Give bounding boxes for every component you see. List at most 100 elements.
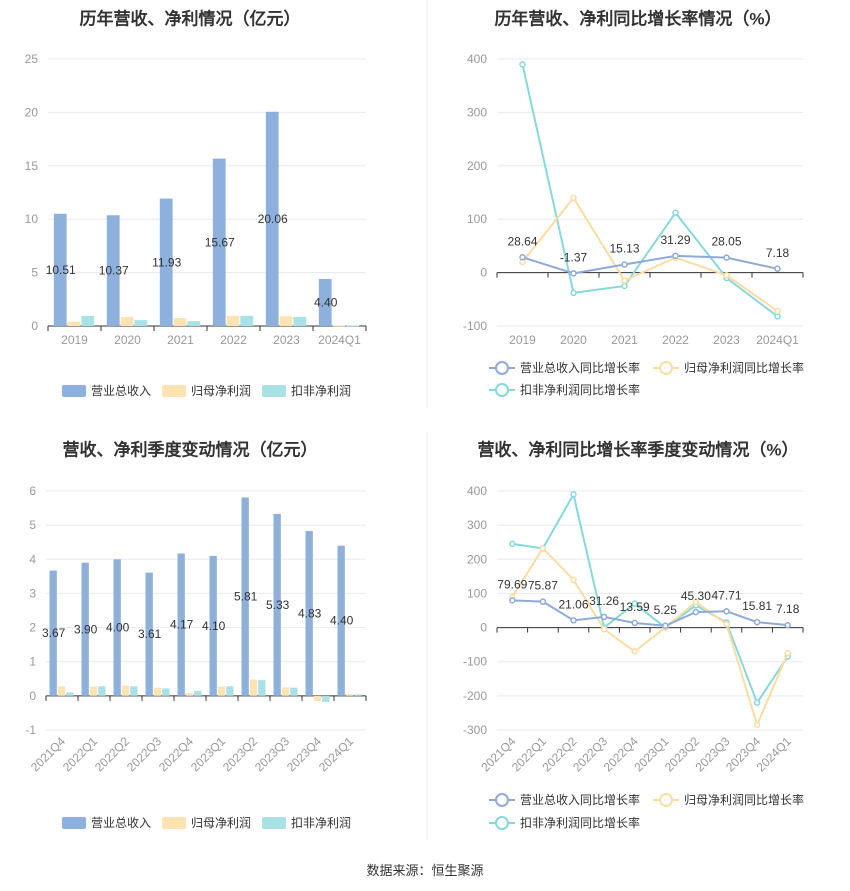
bar <box>53 213 67 326</box>
bar <box>345 694 354 696</box>
bar <box>249 679 258 696</box>
legend-marker <box>495 361 509 375</box>
data-label: 5.25 <box>654 603 678 617</box>
data-label: 21.06 <box>558 597 588 611</box>
x-tick-label: 2024Q1 <box>316 734 356 774</box>
bar <box>66 692 74 696</box>
data-label: 4.00 <box>106 621 130 635</box>
data-point <box>774 265 781 273</box>
legend-label: 归母净利润同比增长率 <box>684 360 804 375</box>
y-tick-label: 0 <box>31 319 38 333</box>
legend-label: 归母净利润 <box>191 384 251 398</box>
legend-label: 归母净利润同比增长率 <box>684 792 804 807</box>
data-point <box>723 608 730 615</box>
x-tick-label: 2023 <box>273 333 300 347</box>
legend-swatch <box>62 385 86 397</box>
bar <box>67 321 81 326</box>
y-tick-label: 6 <box>29 484 36 498</box>
chart-title: 历年营收、净利情况（亿元） <box>80 8 301 28</box>
y-tick-label: 200 <box>467 552 487 566</box>
data-label: 13.59 <box>620 600 650 614</box>
y-tick-label: 100 <box>467 212 487 226</box>
chart-annual-amounts: 历年营收、净利情况（亿元） 0 5 10 15 20 25 2019 2020 2021 2022 2… <box>25 8 367 398</box>
x-tick-label: 2023 <box>713 333 740 347</box>
legend-swatch <box>162 817 186 829</box>
legend-label: 扣非净利润 <box>291 816 351 830</box>
y-tick-label: 15 <box>25 159 39 173</box>
data-point <box>784 621 791 629</box>
bar <box>177 553 185 696</box>
data-point <box>509 540 516 548</box>
legend-label: 营业总收入同比增长率 <box>520 792 640 807</box>
legend-label: 扣非净利润同比增长率 <box>520 382 640 397</box>
legend-label: 营业总收入同比增长率 <box>520 360 640 375</box>
x-tick-label: 2021Q4 <box>28 734 68 774</box>
x-tick-label: 2020 <box>560 333 587 347</box>
data-label: 47.71 <box>711 588 741 602</box>
bar <box>281 687 290 696</box>
bar <box>130 686 138 696</box>
y-tick-label: 0 <box>480 621 487 635</box>
data-point <box>753 618 761 626</box>
y-tick-label: 0 <box>29 689 36 703</box>
bar <box>185 693 194 696</box>
bar <box>187 321 201 326</box>
data-label: 7.18 <box>766 246 790 260</box>
bar <box>258 680 266 696</box>
x-tick-label: 2024Q1 <box>754 734 794 774</box>
bar <box>226 686 234 696</box>
bar <box>332 325 346 327</box>
data-point <box>672 209 679 217</box>
y-tick-label: 100 <box>467 586 487 600</box>
y-tick-label: 400 <box>467 52 487 66</box>
data-label: 10.37 <box>99 264 129 278</box>
series-line <box>511 546 789 728</box>
bar <box>162 688 170 696</box>
data-point <box>539 598 547 605</box>
chart-title: 历年营收、净利同比增长率情况（%） <box>494 8 781 28</box>
legend-marker <box>659 793 673 807</box>
x-tick-label: 2023Q4 <box>284 734 324 774</box>
y-tick-label: 2 <box>29 621 36 635</box>
y-tick-label: 5 <box>31 266 38 280</box>
bar <box>120 316 134 326</box>
bar <box>81 562 89 696</box>
data-point <box>570 576 577 584</box>
bar <box>113 559 121 696</box>
y-tick-label: 10 <box>25 212 39 226</box>
y-tick-label: 25 <box>25 52 39 66</box>
data-point <box>631 619 638 627</box>
x-tick-label: 2024Q1 <box>318 333 361 347</box>
legend-swatch <box>162 385 186 397</box>
legend-marker <box>495 793 509 807</box>
y-tick-label: -100 <box>463 319 487 333</box>
y-tick-label: 3 <box>29 586 36 600</box>
bar <box>153 687 162 696</box>
data-point <box>570 289 577 297</box>
bar <box>313 695 322 701</box>
data-point <box>662 622 669 630</box>
x-tick-label: 2022Q2 <box>92 734 132 774</box>
legend-label: 营业总收入 <box>91 384 151 398</box>
x-tick-label: 2020 <box>114 333 141 347</box>
legend-marker <box>495 383 509 397</box>
data-label: 4.83 <box>298 606 322 620</box>
data-label: 15.67 <box>205 235 235 249</box>
data-point <box>784 649 791 657</box>
x-tick-label: 2022 <box>662 333 689 347</box>
bar <box>346 325 360 327</box>
data-label: 7.18 <box>776 602 800 616</box>
data-point <box>753 721 761 729</box>
data-label: 31.26 <box>589 594 619 608</box>
series-line <box>521 196 779 312</box>
bar <box>49 570 57 696</box>
bar <box>106 215 120 326</box>
data-label: 28.64 <box>507 234 537 248</box>
data-point <box>753 699 761 706</box>
data-label: 28.05 <box>711 235 741 249</box>
data-point <box>672 252 679 260</box>
y-tick-label: 0 <box>480 266 487 280</box>
x-tick-label: 2021 <box>611 333 638 347</box>
y-tick-label: -1 <box>25 723 36 737</box>
